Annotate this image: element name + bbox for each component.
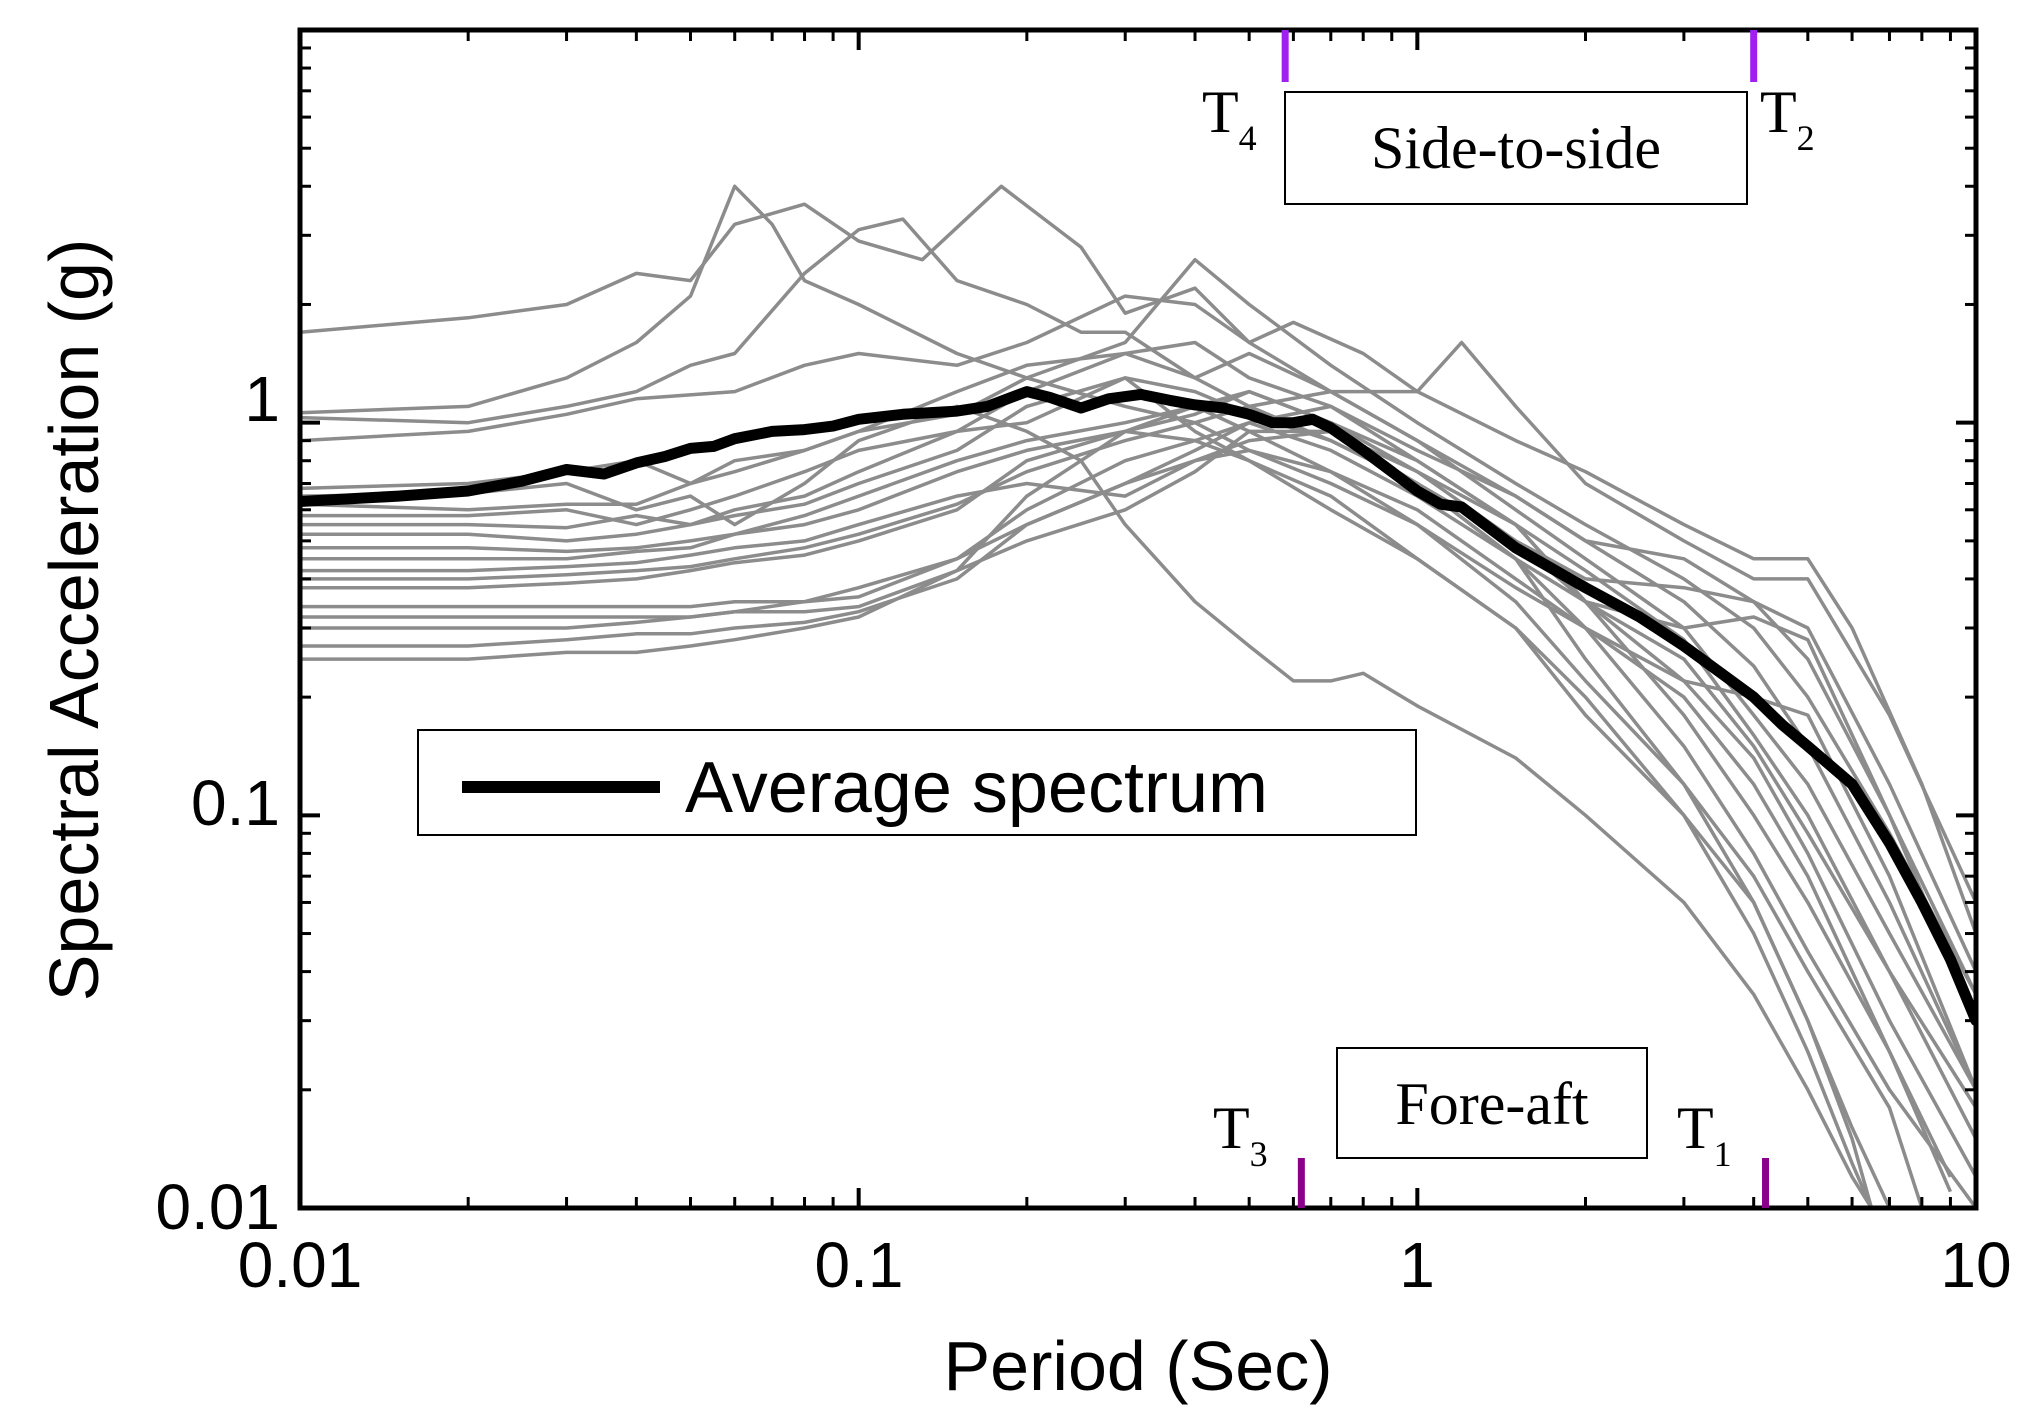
x-tick-label: 10 <box>1940 1229 2011 1301</box>
record-spectrum-line <box>300 448 1924 1208</box>
legend-label: Average spectrum <box>685 748 1268 828</box>
x-tick-label: 0.01 <box>238 1229 363 1301</box>
record-spectrum-line <box>300 429 1892 1208</box>
legend: Average spectrum <box>417 729 1417 836</box>
side-to-side-label: Side-to-side <box>1371 115 1661 181</box>
record-spectrum-line <box>300 404 1953 1193</box>
average-layer <box>300 386 1976 1027</box>
y-axis-title: Spectral Acceleration (g) <box>35 239 113 1002</box>
y-tick-label: 0.1 <box>191 767 280 839</box>
record-spectrum-line <box>300 429 1976 996</box>
axis-ticks <box>300 30 1976 1208</box>
records-layer <box>300 184 1976 1208</box>
record-spectrum-line <box>300 376 1874 1208</box>
record-spectrum-line <box>300 429 1976 1109</box>
record-spectrum-line <box>300 420 1976 1208</box>
record-spectrum-line <box>300 294 1976 935</box>
fore-aft-label: Fore-aft <box>1395 1071 1589 1137</box>
record-spectrum-line <box>300 351 1874 1208</box>
record-spectrum-line <box>300 376 1976 1022</box>
period-label-t1: T1 <box>1677 1095 1732 1174</box>
record-spectrum-line <box>300 217 1976 904</box>
record-spectrum-line <box>300 389 1976 1140</box>
fore-aft-annotation: Fore-aft T3 T1 <box>1213 1047 1770 1208</box>
record-spectrum-line <box>300 184 1976 996</box>
record-spectrum-line <box>300 340 1976 973</box>
period-label-t3: T3 <box>1213 1095 1268 1174</box>
fore-aft-box <box>1336 1047 1648 1159</box>
period-label-t4: T4 <box>1202 79 1257 158</box>
side-to-side-annotation: Side-to-side T4 T2 <box>1202 30 1815 205</box>
record-spectrum-line <box>300 458 1873 1208</box>
x-axis-title: Period (Sec) <box>943 1327 1332 1405</box>
period-label-t2: T2 <box>1760 79 1815 158</box>
record-spectrum-line <box>300 404 1976 1178</box>
plot-frame <box>297 27 1979 1211</box>
average-spectrum-line <box>300 386 1976 1027</box>
y-tick-label: 0.01 <box>155 1171 280 1243</box>
side-to-side-box <box>1284 91 1748 205</box>
x-tick-label: 0.1 <box>815 1229 904 1301</box>
x-tick-label: 1 <box>1399 1229 1435 1301</box>
y-tick-label: 1 <box>244 363 280 435</box>
